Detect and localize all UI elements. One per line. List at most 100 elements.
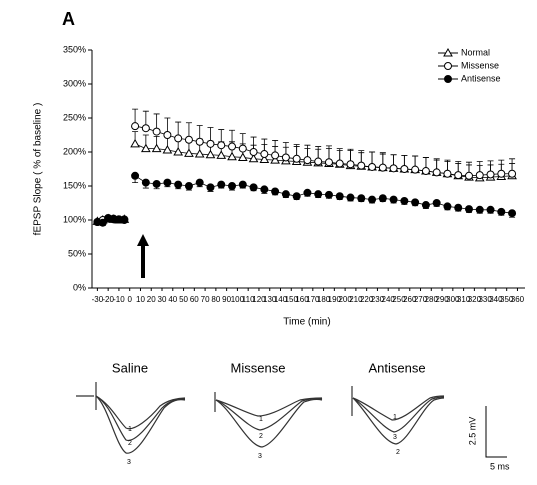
data-point — [497, 207, 506, 216]
data-point — [421, 201, 430, 210]
trace-title: Missense — [231, 360, 286, 375]
x-tick-label: 0 — [127, 295, 132, 304]
x-tick-label: 210 — [349, 295, 363, 304]
data-point — [464, 205, 473, 214]
scale-y-label: 2.5 mV — [467, 417, 477, 446]
x-tick-label: 60 — [190, 295, 199, 304]
trace-label: 2 — [396, 449, 400, 456]
data-point — [216, 150, 227, 159]
data-point — [389, 195, 398, 204]
data-point — [163, 178, 172, 187]
x-axis-title: Time (min) — [283, 317, 330, 328]
trace — [95, 395, 186, 454]
x-tick-label: 180 — [317, 295, 331, 304]
data-point — [292, 154, 301, 163]
data-point — [184, 135, 193, 144]
traces: Saline 1 2 3 Missense 1 2 3 Antisense 1 … — [76, 360, 510, 471]
data-point — [486, 205, 495, 214]
data-point — [270, 155, 280, 164]
data-point — [271, 187, 280, 196]
y-tick-label: 350% — [63, 44, 86, 54]
x-tick-label: 20 — [147, 295, 156, 304]
y-tick-label: 100% — [63, 214, 86, 224]
panel-label: A — [62, 9, 75, 29]
data-point — [151, 143, 162, 153]
data-point — [508, 169, 517, 178]
data-point — [368, 162, 377, 171]
scale-bar — [485, 406, 507, 458]
data-point — [205, 149, 216, 159]
x-tick-label: 350 — [500, 295, 514, 304]
data-point — [281, 153, 290, 162]
x-tick-label: 280 — [425, 295, 439, 304]
data-point — [454, 203, 463, 212]
x-tick-label: 220 — [360, 295, 374, 304]
data-point — [184, 182, 193, 190]
trace-label: 2 — [128, 440, 132, 447]
trace-label: 3 — [393, 434, 397, 441]
data-point — [475, 171, 484, 180]
x-tick-label: 110 — [242, 295, 255, 304]
data-point — [163, 131, 172, 139]
data-point — [303, 156, 312, 165]
data-point — [475, 205, 484, 214]
x-tick-label: 140 — [274, 295, 288, 304]
y-tick-label: 200% — [63, 146, 86, 156]
trace — [214, 392, 323, 417]
x-tick-label: 310 — [457, 295, 471, 304]
x-tick-label: 290 — [435, 295, 449, 304]
data-point — [228, 182, 237, 190]
x-tick-label: 130 — [263, 295, 277, 304]
data-point — [248, 153, 259, 163]
scale-x-label: 5 ms — [490, 461, 510, 471]
data-point — [162, 144, 173, 154]
trace — [76, 382, 186, 430]
x-tick-label: 40 — [168, 295, 177, 304]
x-tick-label: -10 — [113, 295, 125, 304]
data-point — [421, 167, 430, 176]
data-point — [335, 192, 344, 201]
data-point — [120, 215, 129, 224]
data-point — [174, 134, 183, 143]
data-point — [335, 159, 344, 168]
data-point — [357, 161, 366, 170]
data-point — [259, 154, 270, 163]
x-tick-label: 190 — [328, 295, 342, 304]
data-point — [140, 143, 151, 153]
data-point — [271, 151, 280, 160]
data-point — [249, 183, 258, 192]
legend-marker — [444, 62, 452, 70]
trace-label: 1 — [393, 414, 397, 421]
x-tick-label: 260 — [403, 295, 417, 304]
data-point — [324, 190, 333, 199]
data-point — [206, 139, 215, 148]
data-point — [454, 171, 463, 180]
data-point — [227, 151, 237, 161]
data-point — [357, 194, 366, 203]
x-tick-label: 30 — [158, 295, 167, 304]
data-point — [195, 178, 204, 187]
data-point — [131, 122, 140, 131]
x-tick-label: 360 — [511, 295, 525, 304]
data-point — [464, 171, 473, 180]
x-tick-label: 70 — [201, 295, 210, 304]
x-tick-label: 230 — [371, 295, 385, 304]
data-point — [324, 158, 333, 167]
data-point — [346, 160, 355, 169]
data-point — [486, 170, 495, 179]
data-point — [389, 164, 398, 173]
trace-label: 3 — [127, 459, 131, 466]
data-point — [432, 199, 441, 207]
data-point — [443, 202, 452, 211]
trace-label: 1 — [128, 426, 132, 433]
data-point — [400, 196, 409, 205]
data-point — [238, 144, 247, 153]
data-point — [378, 163, 387, 172]
x-tick-label: 10 — [136, 295, 145, 304]
data-point — [411, 198, 420, 207]
data-point — [260, 185, 269, 194]
trace-label: 1 — [259, 416, 263, 423]
x-tick-label: 50 — [179, 295, 188, 304]
data-point — [237, 152, 248, 161]
